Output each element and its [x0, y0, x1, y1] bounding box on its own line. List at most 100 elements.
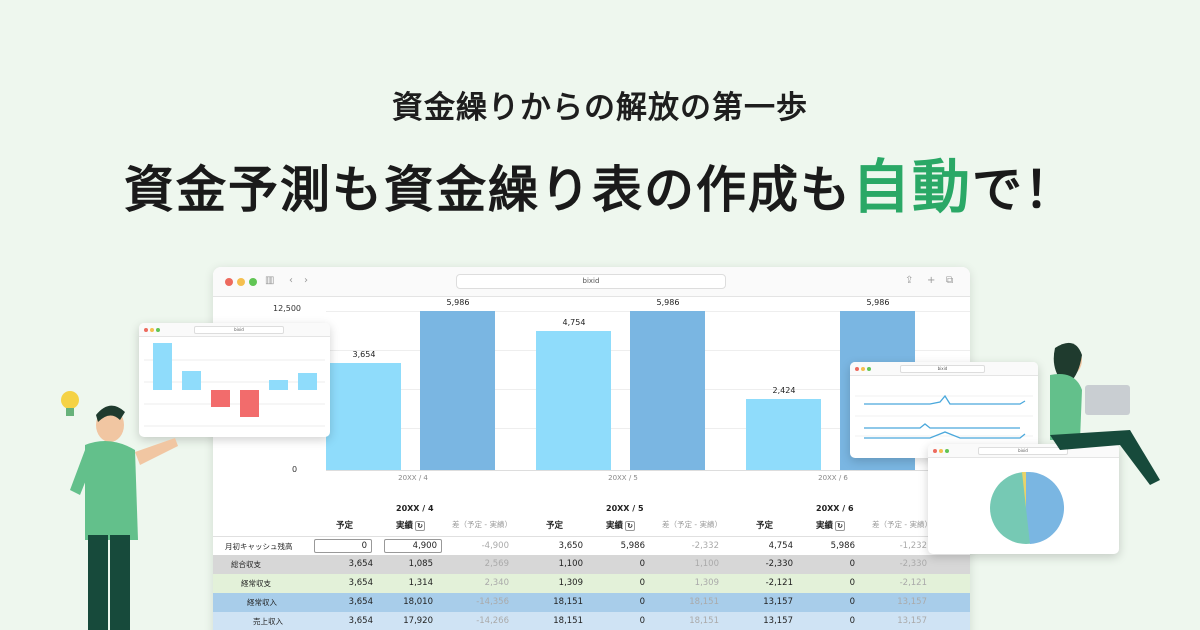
tabs-icon[interactable]: ⧉ [946, 275, 954, 286]
table-cell: 0 [849, 597, 855, 607]
line-series [864, 431, 1026, 439]
y-tick-max: 12,500 [273, 304, 301, 313]
chart-bar [746, 399, 821, 470]
table-cell: 18,151 [553, 597, 583, 607]
mini-window-waterfall: bixid [139, 323, 330, 437]
mini-window-lines: bixid [850, 362, 1038, 458]
table-row: 総合収支 3,654 1,085 2,569 1,100 0 1,100 -2,330 0 -2,… [213, 555, 970, 574]
table-cell: 1,309 [558, 578, 583, 588]
table-cell: 2,340 [484, 578, 509, 588]
actual-column-header: 実績 ↻ [816, 519, 846, 531]
refresh-icon[interactable]: ↻ [625, 520, 636, 531]
table-cell: 4,754 [768, 541, 793, 551]
maximize-dot[interactable] [249, 278, 257, 286]
waterfall-bar [269, 380, 288, 390]
cashflow-table: 20XX / 4 予定 実績 ↻ 差（予定 - 実績） 20XX / 5 予定 実績 ↻ 差（予定… [213, 504, 970, 630]
table-cell: 1,314 [408, 578, 433, 588]
table-cell: 3,654 [348, 597, 373, 607]
table-cell: -2,121 [899, 578, 927, 588]
actual-input[interactable]: 4,900 [384, 539, 442, 553]
table-cell: 17,920 [403, 616, 433, 626]
mini-url-bar[interactable]: bixid [194, 326, 284, 334]
period-header: 20XX / 4 [396, 504, 434, 513]
headline-main-text: 資金予測も資金繰り表の作成も [123, 161, 852, 219]
table-header: 20XX / 4 予定 実績 ↻ 差（予定 - 実績） 20XX / 5 予定 実績 ↻ 差（予定… [213, 504, 970, 536]
table-cell: -4,900 [481, 541, 509, 551]
waterfall-bar [211, 390, 230, 407]
refresh-icon[interactable]: ↻ [415, 520, 426, 531]
pie-chart [990, 471, 1065, 544]
plan-column-header: 予定 [546, 521, 564, 531]
table-row: 売上収入 3,654 17,920 -14,266 18,151 0 18,151 13,15… [213, 612, 970, 630]
waterfall-bar [240, 390, 259, 417]
man-illustration [61, 391, 178, 630]
plan-input[interactable]: 0 [314, 539, 372, 553]
mini-window-pie: bixid [928, 444, 1119, 554]
back-icon[interactable]: ‹ [289, 275, 293, 286]
headline-sub: 資金繰りからの解放の第一歩 [392, 90, 808, 126]
period-header: 20XX / 6 [816, 504, 854, 513]
x-category-label: 20XX / 5 [608, 474, 638, 482]
table-cell: 0 [639, 578, 645, 588]
bar-value-label: 3,654 [352, 350, 376, 360]
new-tab-icon[interactable]: + [927, 275, 936, 286]
actual-column-header: 実績 ↻ [396, 519, 426, 531]
table-cell: 18,151 [689, 597, 719, 607]
headline-main-end: で！ [972, 161, 1076, 219]
table-cell: 3,654 [348, 578, 373, 588]
close-dot[interactable] [225, 278, 233, 286]
table-cell: 1,100 [694, 559, 719, 569]
table-cell: 0 [849, 578, 855, 588]
diff-column-header: 差（予定 - 実績） [452, 520, 512, 529]
period-header: 20XX / 5 [606, 504, 644, 513]
y-tick-min: 0 [292, 465, 298, 474]
woman-illustration [1050, 342, 1160, 485]
bar-chart: 12,500 0 3,654 5,986 20XX / 4 4,754 5,986 20X… [213, 297, 970, 492]
chart-bar [420, 311, 495, 470]
waterfall-chart [144, 343, 325, 427]
table-cell: 0 [639, 559, 645, 569]
table-cell: -14,356 [476, 597, 509, 607]
table-cell: 0 [639, 616, 645, 626]
bar-value-label: 5,986 [446, 298, 470, 307]
table-cell: 13,157 [897, 597, 927, 607]
forward-icon[interactable]: › [304, 275, 308, 286]
table-row: 経常収支 3,654 1,314 2,340 1,309 0 1,309 -2,121 0 -2,… [213, 574, 970, 593]
mini-url-bar[interactable]: bixid [900, 365, 985, 373]
table-cell: 5,986 [620, 541, 645, 551]
url-bar[interactable]: bixid [456, 274, 726, 289]
table-cell: 13,157 [763, 616, 793, 626]
chart-bar [536, 330, 611, 470]
waterfall-bar [298, 373, 317, 390]
x-category-label: 20XX / 4 [398, 474, 428, 482]
headline-main: 資金予測も資金繰り表の作成も自動で！ [0, 140, 1200, 224]
waterfall-bar [153, 343, 172, 390]
mini-url-bar[interactable]: bixid [978, 447, 1068, 455]
table-cell: 2,569 [484, 559, 509, 569]
table-cell: 1,085 [408, 559, 433, 569]
chart-bar [630, 311, 705, 470]
x-category-label: 20XX / 6 [818, 474, 848, 482]
table-cell: 5,986 [830, 541, 855, 551]
headline-accent: 自動 [851, 153, 972, 221]
browser-toolbar: ▥ ‹ › bixid ⇪ + ⧉ [213, 267, 970, 297]
sidebar-icon[interactable]: ▥ [265, 275, 275, 286]
table-cell: -2,330 [899, 559, 927, 569]
line-chart [855, 394, 1033, 439]
row-label: 売上収入 [253, 617, 283, 626]
actual-column-header: 実績 ↻ [606, 519, 636, 531]
bar-value-label: 2,424 [772, 386, 796, 396]
share-icon[interactable]: ⇪ [905, 275, 914, 286]
table-cell: -14,266 [476, 616, 509, 626]
table-cell: 18,151 [689, 616, 719, 626]
table-cell: -1,232 [899, 541, 927, 551]
table-cell: 1,309 [694, 578, 719, 588]
diff-column-header: 差（予定 - 実績） [662, 520, 722, 529]
row-label: 経常収支 [241, 579, 271, 588]
diff-column-header: 差（予定 - 実績） [872, 520, 932, 529]
table-cell: 3,650 [558, 541, 583, 551]
table-cell: 18,010 [403, 597, 433, 607]
refresh-icon[interactable]: ↻ [835, 520, 846, 531]
minimize-dot[interactable] [237, 278, 245, 286]
row-label: 総合収支 [231, 560, 261, 569]
